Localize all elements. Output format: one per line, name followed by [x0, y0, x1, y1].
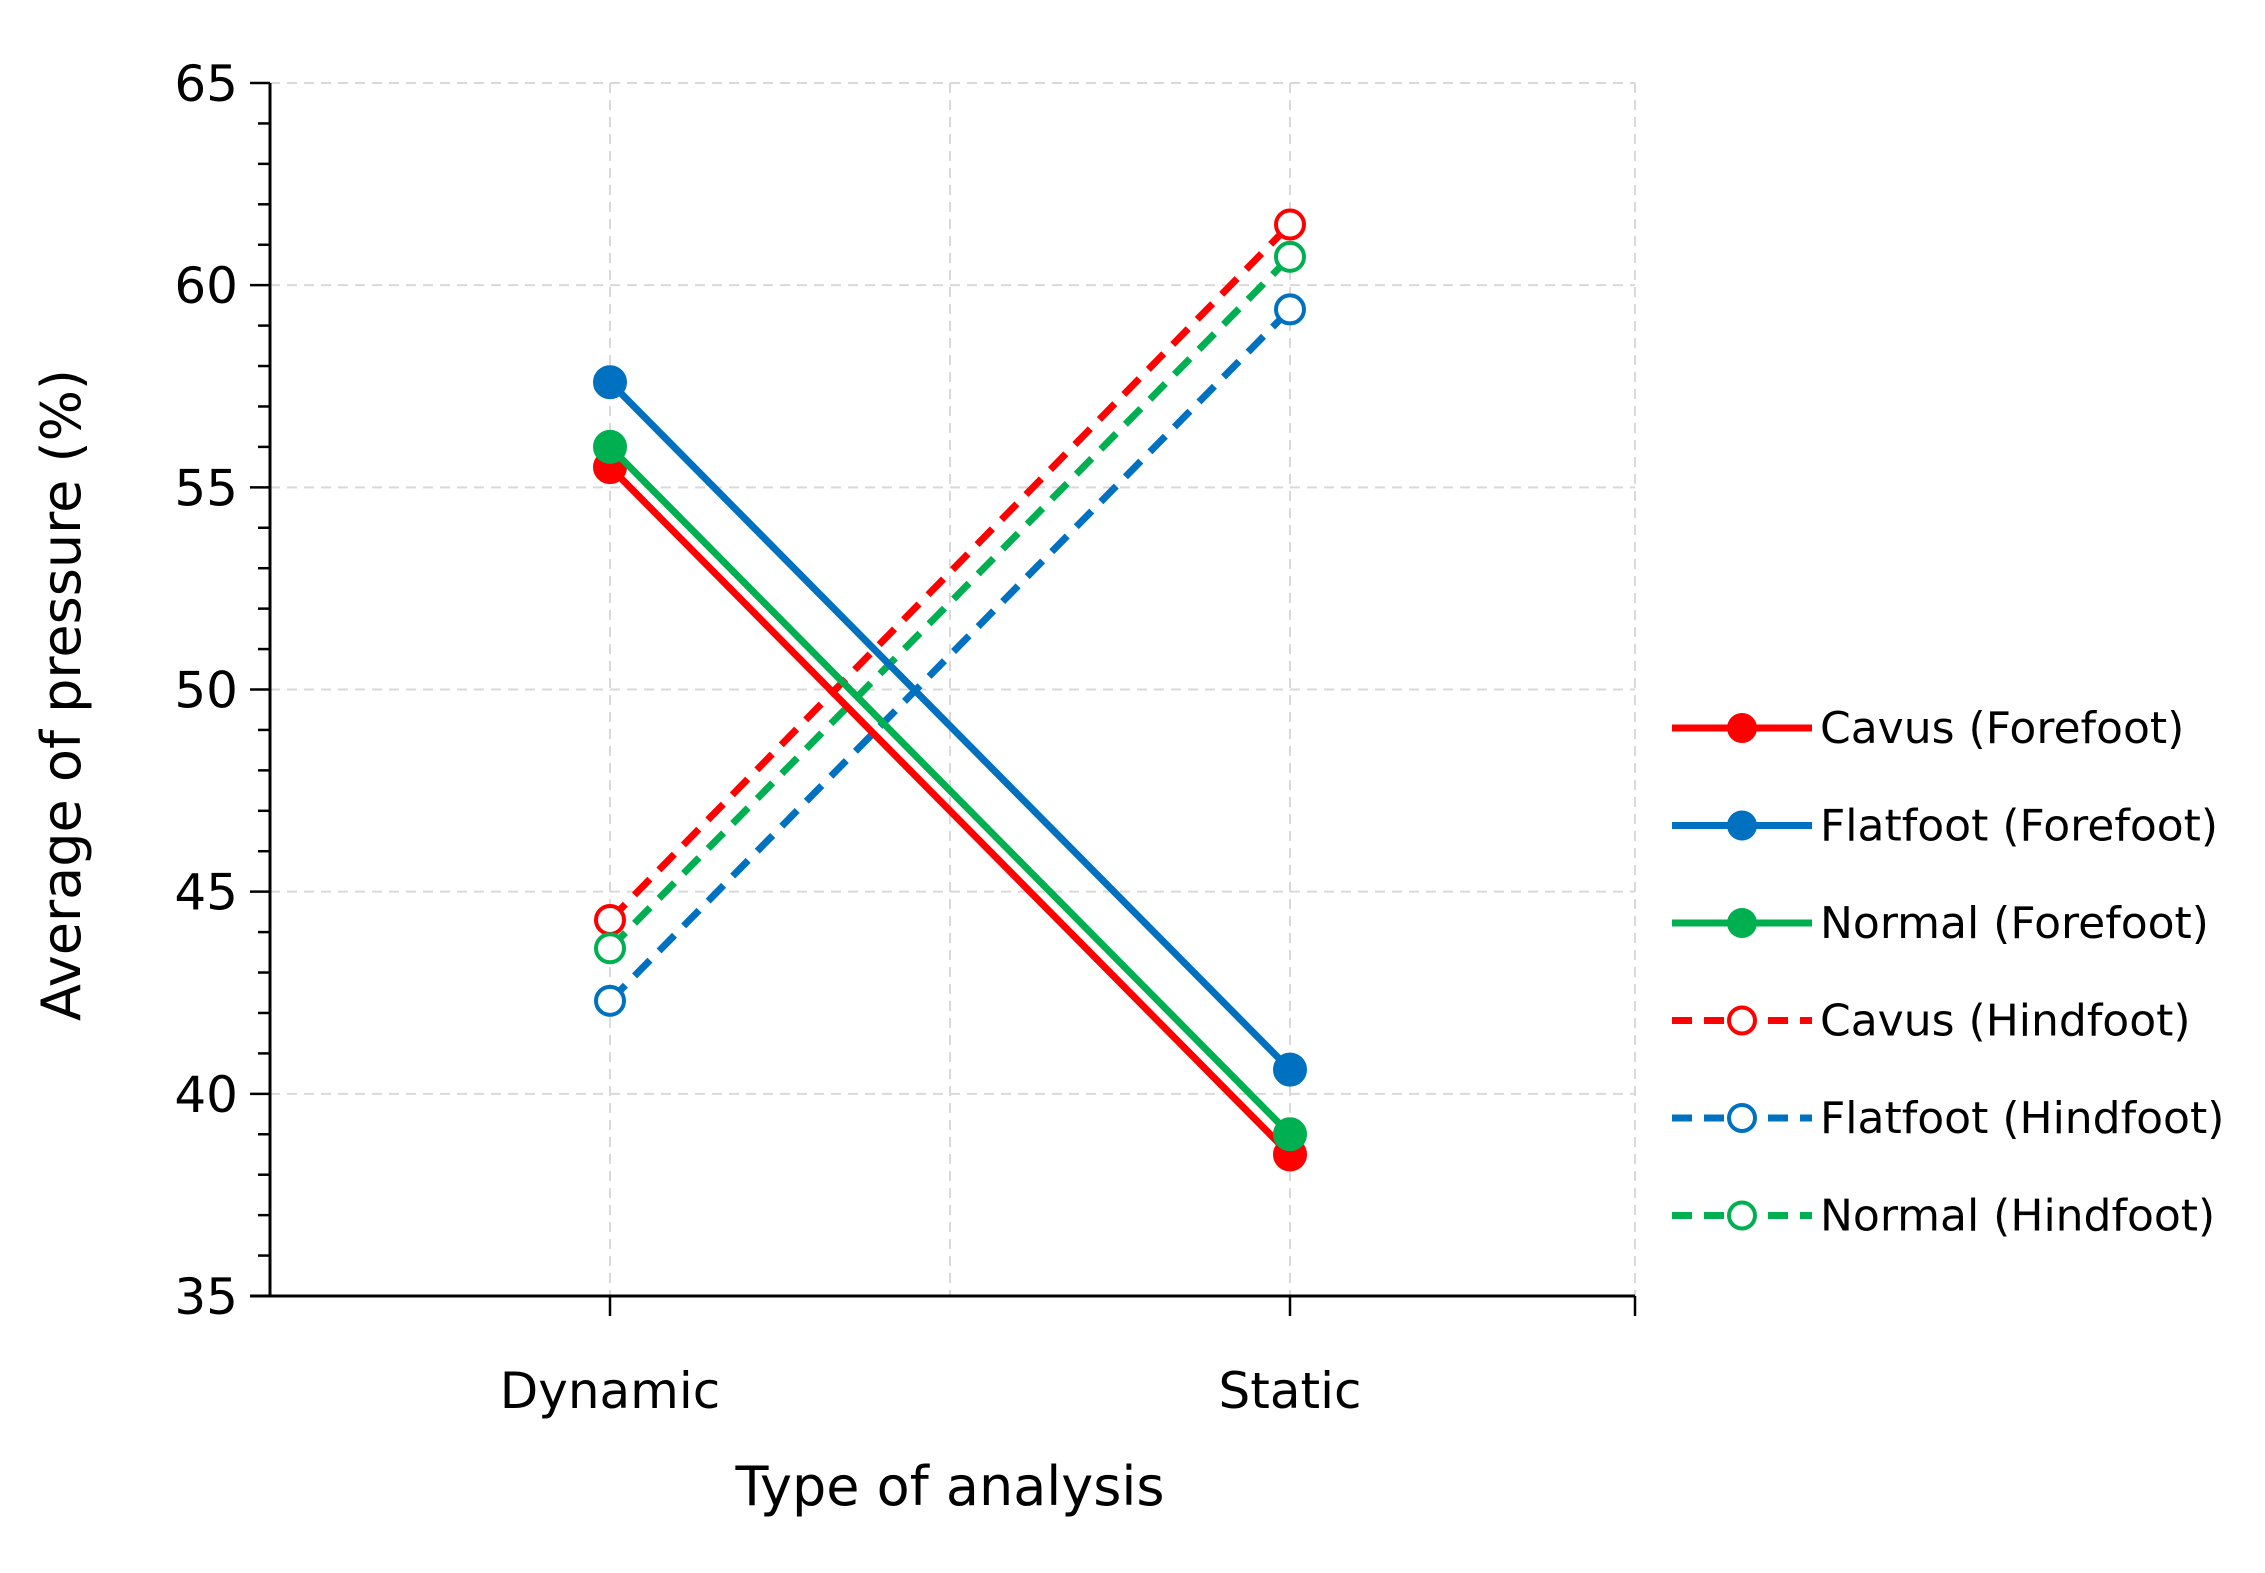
data-point-dynamic [594, 984, 626, 1017]
legend-item-cavus-hindfoot: Cavus (Hindfoot) [1672, 996, 2191, 1047]
data-point-static [1273, 1117, 1307, 1152]
x-axis-title: Type of analysis [734, 1455, 1164, 1518]
legend: Cavus (Forefoot) Flatfoot (Forefoot) Norma… [1672, 703, 2224, 1242]
series-normal-forefoot [593, 429, 1307, 1152]
series-line [607, 444, 1293, 1137]
x-tick-label-static: Static [1219, 1362, 1362, 1420]
data-point-static [1274, 208, 1306, 241]
y-tick-label: 65 [174, 55, 238, 113]
data-series [593, 208, 1307, 1172]
series-line [607, 379, 1293, 1073]
series-line [607, 222, 1293, 923]
data-point-dynamic [593, 365, 627, 400]
legend-item-normal-hindfoot: Normal (Hindfoot) [1672, 1191, 2215, 1242]
y-tick-label: 60 [174, 257, 238, 315]
series-flatfoot-hindfoot [594, 293, 1306, 1017]
legend-label: Flatfoot (Forefoot) [1820, 801, 2218, 852]
data-point-static [1274, 240, 1306, 273]
y-tick-label: 35 [174, 1268, 238, 1326]
legend-marker [1727, 713, 1757, 743]
legend-item-normal-forefoot: Normal (Forefoot) [1672, 898, 2209, 949]
y-tick-label: 40 [174, 1066, 238, 1124]
data-point-dynamic [594, 903, 626, 936]
legend-marker [1727, 1005, 1757, 1036]
data-point-static [1274, 293, 1306, 326]
legend-label: Cavus (Hindfoot) [1820, 996, 2191, 1047]
legend-marker [1727, 1200, 1757, 1231]
y-axis-title: Average of pressure (%) [30, 369, 93, 1021]
legend-label: Flatfoot (Hindfoot) [1820, 1093, 2224, 1144]
data-point-dynamic [593, 429, 627, 464]
series-line [607, 306, 1293, 1004]
series-line [607, 254, 1293, 951]
series-line [607, 464, 1293, 1157]
legend-label: Normal (Forefoot) [1820, 898, 2209, 949]
legend-item-flatfoot-hindfoot: Flatfoot (Hindfoot) [1672, 1093, 2224, 1144]
x-tick-label-dynamic: Dynamic [500, 1362, 721, 1420]
series-flatfoot-forefoot [593, 365, 1307, 1087]
series-cavus-hindfoot [594, 208, 1306, 936]
gridlines [270, 82, 1636, 1296]
axes: 35 40 45 50 55 60 65 Dynamic Static [174, 55, 1637, 1420]
series-normal-hindfoot [594, 240, 1306, 965]
legend-marker [1727, 810, 1757, 841]
legend-item-cavus-forefoot: Cavus (Forefoot) [1672, 703, 2184, 754]
y-tick-label: 55 [174, 459, 238, 517]
data-point-dynamic [594, 932, 626, 965]
legend-label: Cavus (Forefoot) [1820, 703, 2184, 754]
y-tick-label: 45 [174, 864, 238, 922]
legend-marker [1727, 908, 1757, 938]
legend-item-flatfoot-forefoot: Flatfoot (Forefoot) [1672, 801, 2218, 852]
data-point-static [1273, 1052, 1307, 1087]
legend-marker [1727, 1103, 1757, 1133]
legend-label: Normal (Hindfoot) [1820, 1191, 2215, 1242]
y-tick-label: 50 [174, 662, 238, 720]
